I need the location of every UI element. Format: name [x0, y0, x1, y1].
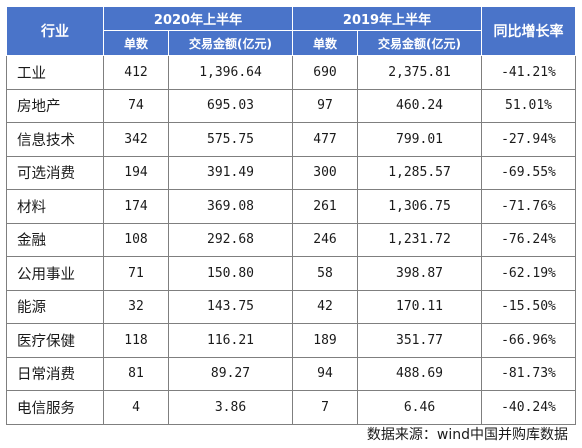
cell-growth: -41.21%	[481, 55, 576, 90]
cell-amount-2019: 799.01	[357, 122, 482, 157]
cell-count-2019: 690	[292, 55, 358, 90]
table-row: 医疗保健 118 116.21 189 351.77 -66.96%	[6, 323, 576, 358]
cell-count-2019: 97	[292, 88, 358, 123]
cell-count-2020: 118	[103, 323, 169, 358]
cell-amount-2019: 351.77	[357, 323, 482, 358]
header-amount-2020: 交易金额(亿元)	[168, 30, 293, 56]
cell-industry: 公用事业	[6, 256, 104, 291]
cell-growth: -76.24%	[481, 222, 576, 257]
cell-amount-2020: 89.27	[168, 356, 293, 391]
cell-amount-2020: 292.68	[168, 222, 293, 257]
cell-amount-2019: 1,285.57	[357, 155, 482, 190]
cell-amount-2020: 1,396.64	[168, 55, 293, 90]
cell-count-2020: 4	[103, 390, 169, 425]
cell-count-2019: 58	[292, 256, 358, 291]
cell-count-2020: 194	[103, 155, 169, 190]
cell-growth: 51.01%	[481, 88, 576, 123]
ma-industry-table-container: 行业 2020年上半年 2019年上半年 同比增长率 单数 交易金额(亿元) 单…	[6, 6, 576, 425]
cell-amount-2019: 6.46	[357, 390, 482, 425]
cell-growth: -27.94%	[481, 122, 576, 157]
cell-count-2019: 189	[292, 323, 358, 358]
cell-count-2019: 7	[292, 390, 358, 425]
cell-amount-2019: 2,375.81	[357, 55, 482, 90]
cell-growth: -66.96%	[481, 323, 576, 358]
cell-count-2019: 477	[292, 122, 358, 157]
header-row-top: 行业 2020年上半年 2019年上半年 同比增长率	[6, 6, 576, 56]
cell-amount-2020: 575.75	[168, 122, 293, 157]
cell-growth: -81.73%	[481, 356, 576, 391]
cell-count-2019: 300	[292, 155, 358, 190]
header-count-2020: 单数	[103, 30, 169, 56]
cell-count-2019: 42	[292, 289, 358, 324]
cell-count-2020: 174	[103, 189, 169, 224]
cell-amount-2020: 369.08	[168, 189, 293, 224]
cell-growth: -40.24%	[481, 390, 576, 425]
cell-amount-2020: 150.80	[168, 256, 293, 291]
cell-growth: -69.55%	[481, 155, 576, 190]
header-row-sub: 单数 交易金额(亿元) 单数 交易金额(亿元)	[7, 30, 576, 56]
cell-count-2020: 81	[103, 356, 169, 391]
cell-count-2019: 246	[292, 222, 358, 257]
cell-industry: 材料	[6, 189, 104, 224]
cell-industry: 电信服务	[6, 390, 104, 425]
data-source-note: 数据来源：wind中国并购库数据	[366, 427, 568, 443]
table-row: 金融 108 292.68 246 1,231.72 -76.24%	[6, 222, 576, 257]
header-growth: 同比增长率	[481, 6, 576, 56]
header-count-2019: 单数	[292, 30, 358, 56]
table-row: 公用事业 71 150.80 58 398.87 -62.19%	[6, 256, 576, 291]
cell-industry: 医疗保健	[6, 323, 104, 358]
cell-industry: 能源	[6, 289, 104, 324]
cell-count-2019: 261	[292, 189, 358, 224]
cell-amount-2019: 1,231.72	[357, 222, 482, 257]
table-row: 能源 32 143.75 42 170.11 -15.50%	[6, 289, 576, 324]
cell-count-2019: 94	[292, 356, 358, 391]
cell-growth: -71.76%	[481, 189, 576, 224]
table-row: 信息技术 342 575.75 477 799.01 -27.94%	[6, 122, 576, 157]
cell-industry: 可选消费	[6, 155, 104, 190]
table-row: 工业 412 1,396.64 690 2,375.81 -41.21%	[6, 55, 576, 90]
cell-count-2020: 71	[103, 256, 169, 291]
cell-amount-2019: 460.24	[357, 88, 482, 123]
cell-amount-2020: 116.21	[168, 323, 293, 358]
cell-amount-2019: 170.11	[357, 289, 482, 324]
cell-count-2020: 342	[103, 122, 169, 157]
cell-amount-2019: 488.69	[357, 356, 482, 391]
table-row: 可选消费 194 391.49 300 1,285.57 -69.55%	[6, 155, 576, 190]
table-row: 日常消费 81 89.27 94 488.69 -81.73%	[6, 356, 576, 391]
cell-amount-2019: 1,306.75	[357, 189, 482, 224]
cell-amount-2020: 695.03	[168, 88, 293, 123]
header-period-2020: 2020年上半年	[103, 6, 293, 31]
cell-industry: 房地产	[6, 88, 104, 123]
table-row: 房地产 74 695.03 97 460.24 51.01%	[6, 88, 576, 123]
cell-count-2020: 412	[103, 55, 169, 90]
cell-growth: -62.19%	[481, 256, 576, 291]
cell-count-2020: 108	[103, 222, 169, 257]
cell-industry: 工业	[6, 55, 104, 90]
cell-industry: 信息技术	[6, 122, 104, 157]
cell-amount-2020: 3.86	[168, 390, 293, 425]
ma-industry-table: 行业 2020年上半年 2019年上半年 同比增长率 单数 交易金额(亿元) 单…	[6, 6, 576, 425]
cell-amount-2019: 398.87	[357, 256, 482, 291]
cell-industry: 金融	[6, 222, 104, 257]
cell-growth: -15.50%	[481, 289, 576, 324]
cell-count-2020: 74	[103, 88, 169, 123]
cell-amount-2020: 143.75	[168, 289, 293, 324]
header-period-2019: 2019年上半年	[292, 6, 482, 31]
table-header: 行业 2020年上半年 2019年上半年 同比增长率 单数 交易金额(亿元) 单…	[6, 6, 576, 56]
cell-count-2020: 32	[103, 289, 169, 324]
cell-amount-2020: 391.49	[168, 155, 293, 190]
table-row: 电信服务 4 3.86 7 6.46 -40.24%	[6, 390, 576, 425]
header-amount-2019: 交易金额(亿元)	[357, 30, 482, 56]
cell-industry: 日常消费	[6, 356, 104, 391]
header-industry: 行业	[6, 6, 104, 56]
table-row: 材料 174 369.08 261 1,306.75 -71.76%	[6, 189, 576, 224]
table-body: 工业 412 1,396.64 690 2,375.81 -41.21% 房地产…	[6, 55, 576, 425]
